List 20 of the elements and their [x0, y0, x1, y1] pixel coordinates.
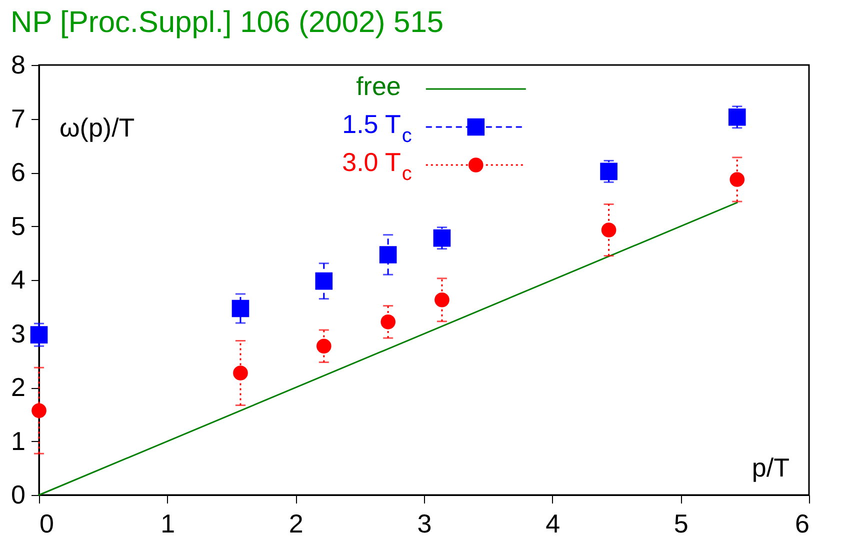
x-tick-label: 6 — [795, 508, 810, 538]
y-tick-label: 2 — [11, 372, 26, 402]
y-tick-label: 4 — [11, 264, 26, 294]
chart-title: NP [Proc.Suppl.] 106 (2002) 515 — [10, 6, 444, 39]
legend-label: free — [356, 71, 401, 101]
x-tick-label: 3 — [417, 508, 432, 538]
x-tick-label: 2 — [288, 508, 304, 538]
y-tick-label: 1 — [11, 426, 26, 456]
x-tick-label: 5 — [674, 508, 688, 538]
y-tick-label: 8 — [11, 50, 26, 80]
y-tick-label: 3 — [11, 318, 26, 348]
y-tick-label: 7 — [11, 103, 26, 134]
y-tick-label: 6 — [11, 157, 26, 187]
x-tick-label: 4 — [546, 508, 560, 538]
y-axis-title: ω(p)/T — [60, 112, 135, 142]
x-tick-label: 1 — [160, 508, 176, 538]
y-tick-label: 0 — [11, 480, 26, 510]
x-tick-label: 0 — [40, 508, 54, 538]
y-tick-label: 5 — [11, 210, 26, 241]
x-axis-title: p/T — [752, 452, 790, 482]
